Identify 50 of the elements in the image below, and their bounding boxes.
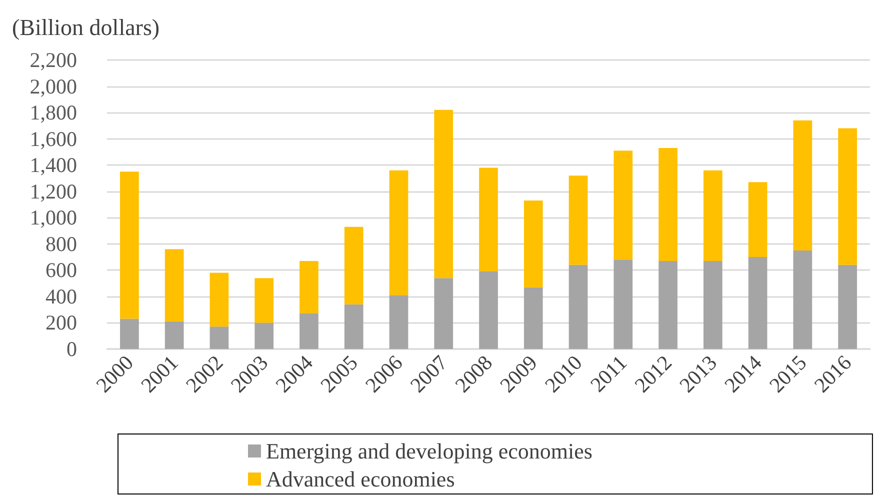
- bar: [164, 321, 184, 349]
- bar: [120, 318, 139, 349]
- bar: [300, 314, 318, 349]
- bar: [479, 168, 498, 272]
- bar: [210, 272, 229, 327]
- bar: [748, 182, 768, 258]
- y-tick-label: 1,000: [30, 206, 77, 230]
- y-axis-title: (Billion dollars): [12, 15, 160, 40]
- y-tick-label: 400: [46, 284, 77, 308]
- bar: [344, 226, 364, 304]
- bar: [703, 170, 722, 261]
- bar: [658, 260, 678, 349]
- bar: [300, 260, 318, 314]
- bar: [838, 264, 857, 349]
- y-tick-label: 1,600: [30, 126, 77, 151]
- y-tick-label: 2,200: [30, 48, 77, 72]
- bar: [479, 271, 498, 349]
- bar: [434, 278, 454, 349]
- bar: [793, 250, 812, 349]
- bar: [838, 128, 857, 265]
- y-tick-label: 2,000: [30, 74, 77, 98]
- legend-label: Advanced economies: [266, 466, 455, 492]
- bar: [254, 322, 274, 349]
- y-tick-label: 200: [46, 310, 77, 335]
- bar: [703, 260, 722, 349]
- y-tick-label: 0: [66, 337, 77, 361]
- bar: [614, 150, 633, 260]
- bar: [748, 257, 768, 349]
- bar: [164, 249, 184, 322]
- bar: [254, 278, 274, 323]
- x-tick-label: 2011: [586, 350, 632, 397]
- bar: [793, 120, 812, 250]
- y-tick-label: 600: [46, 258, 77, 282]
- legend-label: Emerging and developing economies: [266, 438, 592, 464]
- bar: [614, 260, 633, 349]
- bar: [658, 148, 678, 261]
- y-tick-label: 1,400: [30, 153, 77, 178]
- bar: [434, 110, 454, 278]
- bar: [389, 170, 408, 296]
- bar: [210, 326, 229, 349]
- bar: [344, 304, 364, 349]
- bar: [524, 287, 543, 349]
- bar: [568, 176, 588, 265]
- y-tick-label: 800: [46, 232, 77, 256]
- bar: [120, 172, 139, 319]
- bar: [524, 200, 543, 288]
- y-tick-label: 1,800: [30, 100, 77, 125]
- bar: [568, 264, 588, 349]
- y-tick-label: 1,200: [30, 179, 77, 204]
- bar: [389, 295, 408, 349]
